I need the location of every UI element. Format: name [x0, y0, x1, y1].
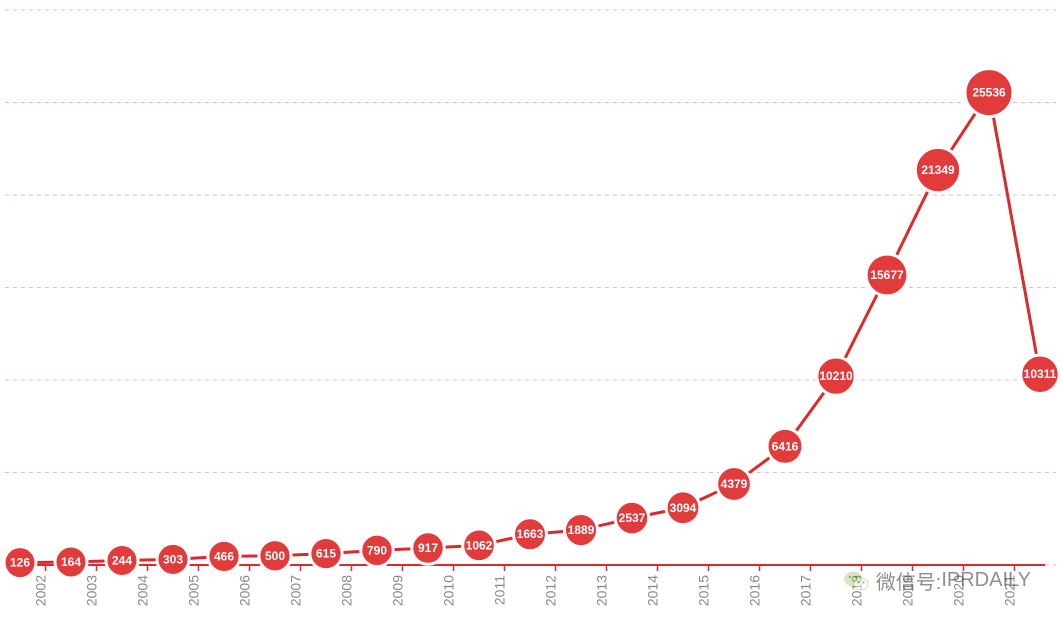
data-label: 1062: [466, 538, 493, 552]
data-label: 466: [214, 549, 234, 563]
x-axis-label: 2011: [492, 575, 508, 605]
x-axis-label: 2016: [747, 575, 763, 606]
data-label: 244: [112, 553, 132, 567]
data-label: 10311: [1024, 367, 1057, 381]
x-axis-label: 2015: [696, 575, 712, 606]
x-axis-label: 2006: [237, 575, 253, 606]
data-label: 303: [163, 552, 183, 566]
data-label: 500: [265, 549, 285, 563]
x-axis-label: 2013: [594, 575, 610, 606]
data-label: 21349: [921, 163, 955, 177]
data-label: 1889: [568, 523, 595, 537]
x-axis-label: 2005: [186, 575, 202, 606]
x-axis-label: 2008: [339, 575, 355, 606]
data-label: 917: [418, 541, 438, 555]
x-axis-label: 2018: [849, 575, 865, 606]
data-label: 25536: [972, 86, 1006, 100]
x-axis-label: 2010: [441, 575, 457, 606]
data-label: 6416: [772, 439, 799, 453]
data-label: 1663: [517, 527, 544, 541]
series-line: [20, 93, 1040, 563]
x-axis-label: 2003: [84, 575, 100, 606]
x-axis-label: 2020: [951, 575, 967, 606]
data-label: 4379: [721, 477, 748, 491]
data-label: 10210: [819, 369, 853, 383]
data-label: 15677: [870, 268, 904, 282]
data-label: 164: [61, 555, 81, 569]
x-axis-label: 2017: [798, 575, 814, 606]
data-label: 615: [316, 547, 336, 561]
x-axis-label: 2019: [900, 575, 916, 606]
line-chart: 2002 2003 2004 2005 2006 2007 2008 2009 2010 2011…: [0, 0, 1061, 625]
x-axis-label: 2007: [288, 575, 304, 606]
data-label: 3094: [670, 501, 697, 515]
data-label: 790: [367, 543, 387, 557]
x-axis-label: 2021: [1002, 575, 1018, 606]
x-axis-label: 2014: [645, 575, 661, 606]
x-axis-label: 2009: [390, 575, 406, 606]
x-axis-label: 2012: [543, 575, 559, 606]
data-label: 2537: [619, 511, 646, 525]
x-axis-label: 2002: [33, 575, 49, 606]
data-label: 126: [10, 556, 30, 570]
x-axis-label: 2004: [135, 575, 151, 606]
